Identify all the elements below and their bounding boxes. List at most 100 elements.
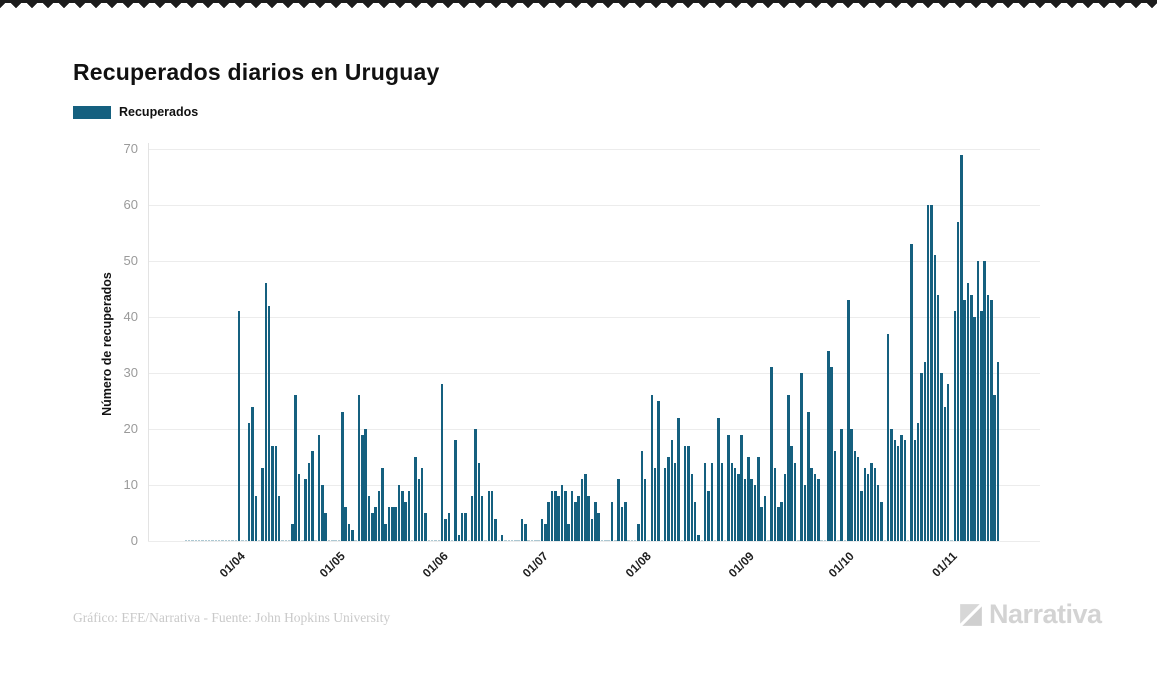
bar[interactable]: [470, 496, 474, 541]
bar[interactable]: [780, 502, 783, 541]
bar[interactable]: [763, 496, 767, 541]
bar[interactable]: [371, 513, 374, 541]
bar[interactable]: [663, 468, 667, 541]
bar[interactable]: [693, 502, 697, 541]
bar[interactable]: [584, 474, 587, 541]
bar[interactable]: [241, 540, 244, 541]
bar[interactable]: [204, 540, 208, 541]
bar[interactable]: [923, 362, 927, 541]
bar[interactable]: [564, 491, 567, 541]
bar[interactable]: [767, 540, 770, 541]
bar[interactable]: [910, 244, 913, 541]
bar[interactable]: [880, 502, 883, 541]
bar[interactable]: [667, 457, 670, 541]
bar[interactable]: [653, 468, 657, 541]
bar[interactable]: [331, 540, 334, 541]
bar[interactable]: [743, 479, 747, 541]
bar[interactable]: [807, 412, 810, 541]
bar[interactable]: [304, 479, 307, 541]
bar[interactable]: [597, 513, 600, 541]
bar[interactable]: [344, 507, 347, 541]
bar[interactable]: [740, 435, 743, 541]
bar[interactable]: [381, 468, 384, 541]
bar[interactable]: [624, 502, 627, 541]
bar[interactable]: [990, 300, 993, 541]
bar[interactable]: [557, 496, 560, 541]
bar[interactable]: [407, 491, 411, 541]
bar[interactable]: [484, 540, 487, 541]
bar[interactable]: [697, 535, 700, 541]
bar[interactable]: [450, 540, 454, 541]
bar[interactable]: [287, 540, 291, 541]
bar[interactable]: [913, 440, 917, 541]
bar[interactable]: [657, 401, 660, 541]
bar[interactable]: [610, 502, 614, 541]
bar[interactable]: [277, 496, 281, 541]
bar[interactable]: [227, 540, 231, 541]
bar[interactable]: [580, 479, 584, 541]
bar[interactable]: [244, 540, 248, 541]
bar[interactable]: [520, 519, 524, 541]
bar[interactable]: [777, 507, 780, 541]
bar[interactable]: [547, 502, 550, 541]
bar[interactable]: [627, 540, 630, 541]
bar[interactable]: [973, 317, 976, 541]
bar[interactable]: [670, 440, 674, 541]
bar[interactable]: [827, 351, 830, 541]
bar[interactable]: [251, 407, 254, 541]
bar[interactable]: [594, 502, 597, 541]
bar[interactable]: [464, 513, 467, 541]
bar[interactable]: [397, 485, 401, 541]
bar[interactable]: [614, 540, 617, 541]
bar[interactable]: [943, 407, 947, 541]
bar[interactable]: [936, 295, 940, 541]
bar[interactable]: [773, 468, 777, 541]
bar[interactable]: [274, 446, 278, 541]
bar[interactable]: [490, 491, 494, 541]
bar[interactable]: [361, 435, 364, 541]
bar[interactable]: [590, 519, 594, 541]
bar[interactable]: [271, 446, 274, 541]
bar[interactable]: [191, 540, 194, 541]
bar[interactable]: [637, 524, 640, 541]
bar[interactable]: [633, 540, 637, 541]
bar[interactable]: [640, 451, 644, 541]
bar[interactable]: [211, 540, 214, 541]
bar[interactable]: [440, 384, 444, 541]
bar[interactable]: [570, 491, 574, 541]
bar[interactable]: [647, 540, 650, 541]
bar[interactable]: [700, 540, 704, 541]
bar[interactable]: [217, 540, 221, 541]
bar[interactable]: [630, 540, 634, 541]
bar[interactable]: [517, 540, 520, 541]
bar[interactable]: [677, 418, 680, 541]
bar[interactable]: [707, 491, 710, 541]
bar[interactable]: [434, 540, 437, 541]
bar[interactable]: [843, 540, 847, 541]
bar[interactable]: [420, 468, 424, 541]
bar[interactable]: [873, 468, 877, 541]
bar[interactable]: [926, 205, 930, 541]
bar[interactable]: [956, 222, 960, 541]
bar[interactable]: [291, 524, 294, 541]
bar[interactable]: [840, 429, 843, 541]
bar[interactable]: [317, 435, 321, 541]
bar[interactable]: [870, 463, 873, 541]
bar[interactable]: [830, 367, 833, 541]
bar[interactable]: [930, 205, 933, 541]
bar[interactable]: [940, 373, 943, 541]
bar[interactable]: [953, 311, 957, 541]
bar[interactable]: [587, 496, 590, 541]
bar[interactable]: [384, 524, 387, 541]
bar[interactable]: [650, 395, 654, 541]
bar[interactable]: [247, 423, 251, 541]
bar[interactable]: [933, 255, 937, 541]
bar[interactable]: [946, 384, 950, 541]
bar[interactable]: [444, 519, 447, 541]
bar[interactable]: [823, 540, 827, 541]
bar[interactable]: [920, 373, 923, 541]
bar[interactable]: [950, 540, 953, 541]
bar[interactable]: [886, 334, 890, 541]
bar[interactable]: [374, 507, 377, 541]
bar[interactable]: [267, 306, 271, 541]
